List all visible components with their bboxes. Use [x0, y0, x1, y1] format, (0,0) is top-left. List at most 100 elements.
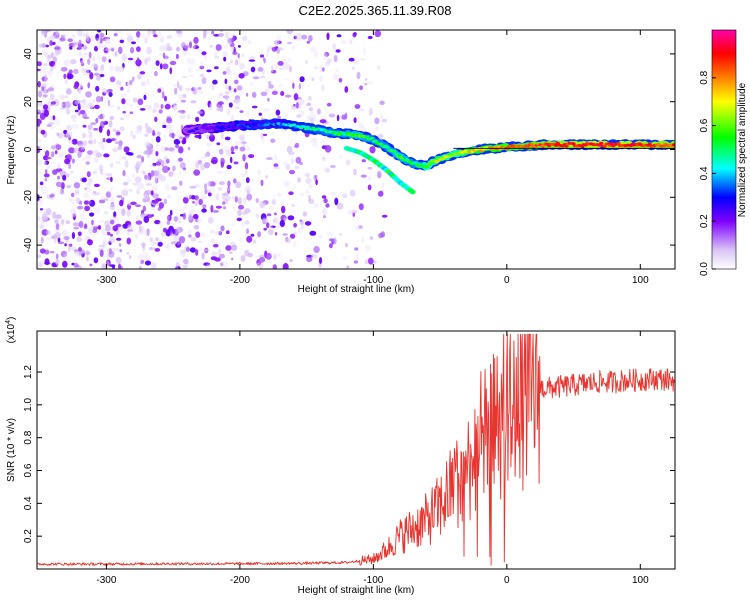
noise-speck [232, 51, 238, 56]
noise-speck [104, 220, 111, 227]
noise-speck [45, 44, 49, 48]
noise-speck [62, 33, 69, 36]
noise-speck [364, 244, 371, 252]
noise-speck [126, 209, 131, 217]
noise-speck [328, 238, 334, 242]
noise-speck [77, 151, 82, 159]
noise-speck [55, 253, 59, 260]
noise-speck [69, 46, 73, 50]
noise-speck [95, 85, 100, 92]
noise-speck [351, 66, 355, 70]
noise-speck [162, 52, 166, 59]
noise-speck [306, 102, 312, 107]
noise-speck [216, 142, 221, 146]
noise-speck [114, 220, 118, 224]
noise-speck [127, 224, 133, 231]
noise-speck [48, 115, 52, 121]
noise-speck [209, 181, 216, 187]
noise-speck [183, 258, 189, 265]
noise-speck [72, 119, 77, 123]
noise-speck [214, 66, 219, 70]
noise-speck [381, 182, 384, 189]
noise-speck [161, 160, 165, 165]
noise-speck [201, 194, 207, 200]
noise-speck [348, 210, 353, 215]
noise-speck [249, 81, 254, 86]
noise-speck [364, 82, 368, 86]
noise-speck [314, 175, 318, 180]
noise-speck [97, 225, 102, 230]
noise-speck [359, 108, 365, 112]
noise-speck [229, 251, 233, 255]
noise-speck [89, 263, 93, 267]
noise-speck [79, 99, 85, 103]
noise-speck [47, 70, 53, 75]
noise-speck [59, 132, 65, 138]
noise-speck [136, 36, 140, 44]
noise-speck [328, 113, 336, 118]
noise-speck [162, 63, 169, 70]
noise-speck [230, 146, 235, 153]
noise-speck [118, 263, 121, 269]
noise-speck [150, 170, 155, 177]
noise-speck [184, 195, 192, 199]
noise-speck [367, 35, 373, 40]
noise-speck [230, 222, 235, 227]
noise-speck [119, 199, 124, 207]
noise-speck [67, 38, 73, 42]
noise-speck [79, 110, 86, 115]
noise-speck [79, 102, 86, 109]
noise-speck [194, 218, 199, 222]
noise-speck [225, 66, 231, 74]
noise-speck [127, 57, 134, 61]
x-tick-label: -300 [96, 575, 116, 586]
noise-speck [222, 206, 227, 210]
noise-speck [211, 251, 218, 256]
noise-speck [218, 92, 224, 97]
noise-speck [157, 131, 161, 137]
noise-speck [179, 180, 183, 186]
snr-x-label: Height of straight line (km) [298, 585, 415, 596]
noise-speck [240, 255, 246, 262]
noise-speck [41, 86, 45, 91]
noise-speck [268, 84, 274, 89]
noise-speck [195, 249, 199, 256]
noise-speck [195, 116, 200, 122]
noise-speck [45, 208, 52, 216]
noise-speck [88, 131, 93, 139]
noise-speck [94, 206, 101, 215]
noise-speck [130, 201, 137, 205]
noise-speck [225, 245, 232, 251]
noise-speck [250, 66, 256, 73]
noise-speck [44, 178, 48, 182]
noise-speck [228, 85, 232, 91]
noise-speck [148, 200, 153, 205]
noise-speck [173, 103, 177, 107]
noise-speck [131, 173, 136, 179]
noise-speck [109, 115, 114, 121]
noise-speck [203, 30, 207, 37]
noise-speck [60, 250, 68, 258]
noise-speck [164, 245, 168, 249]
noise-speck [167, 215, 170, 222]
noise-speck [42, 94, 48, 98]
noise-speck [342, 193, 348, 199]
noise-speck [229, 156, 233, 164]
noise-speck [218, 181, 225, 186]
noise-speck [321, 67, 325, 72]
noise-speck [93, 257, 99, 264]
noise-speck [286, 41, 293, 45]
noise-speck [146, 125, 151, 133]
colorbar-tick-label: 0.4 [699, 166, 710, 180]
noise-speck [63, 236, 70, 240]
noise-speck [237, 45, 241, 48]
noise-speck [50, 145, 57, 150]
noise-speck [95, 95, 102, 103]
noise-speck [82, 133, 86, 139]
noise-speck [144, 260, 152, 266]
noise-speck [193, 224, 200, 230]
noise-speck [157, 159, 163, 163]
noise-speck [199, 74, 205, 77]
noise-speck [182, 167, 187, 171]
noise-speck [319, 75, 323, 82]
